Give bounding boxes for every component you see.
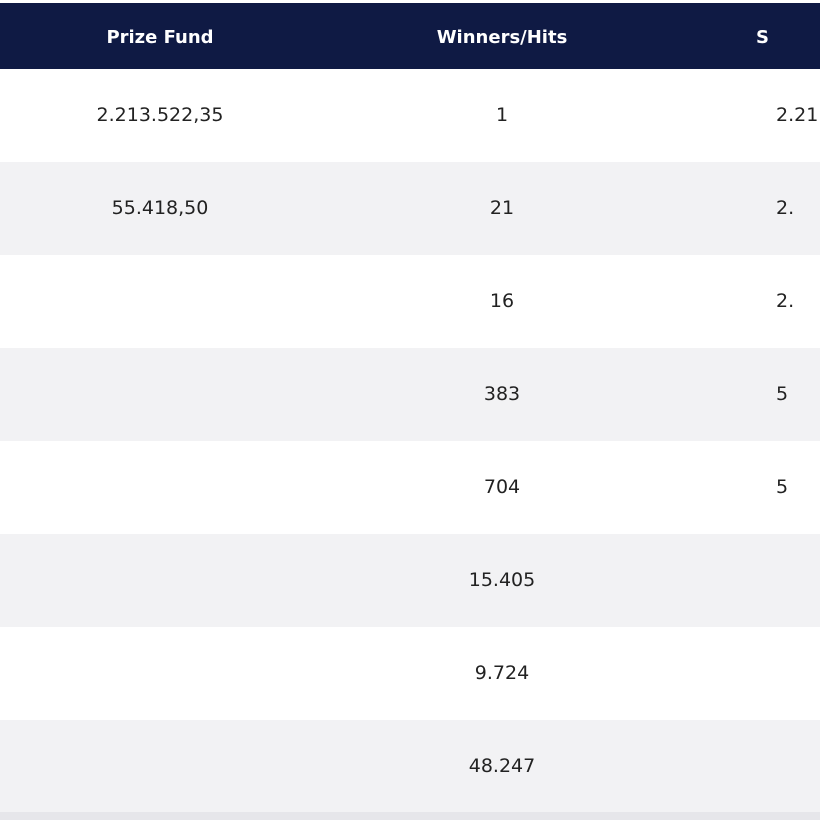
cell-winners: 383 — [483, 383, 521, 405]
cell-winners: 21 — [489, 197, 515, 219]
cell-share: 2.21 — [776, 104, 819, 126]
cell-prize-fund — [0, 441, 320, 534]
table-row: 48.247 — [0, 720, 820, 813]
table-row: 383 5 — [0, 348, 820, 441]
cell-share: 2. — [776, 197, 795, 219]
cell-prize-fund: 2.213.522,35 — [96, 104, 224, 126]
cell-share: 2. — [776, 290, 795, 312]
cell-winners: 48.247 — [468, 755, 536, 777]
cell-winners: 1 — [495, 104, 509, 126]
table-row: 15.405 — [0, 534, 820, 627]
cell-prize-fund — [0, 255, 320, 348]
table-header: Prize Fund Winners/Hits S — [0, 3, 820, 69]
table-row: 16 2. — [0, 255, 820, 348]
table-body: 2.213.522,35 1 2.21 55.418,50 21 2. 16 2… — [0, 69, 820, 820]
table-row: 55.418,50 21 2. — [0, 162, 820, 255]
cell-winners: 9.724 — [474, 662, 530, 684]
cell-winners: 16 — [489, 290, 515, 312]
cell-prize-fund: 55.418,50 — [111, 197, 209, 219]
header-winners-hits: Winners/Hits — [436, 27, 568, 48]
cell-share: 5 — [776, 383, 789, 405]
cell-prize-fund — [0, 534, 320, 627]
cell-prize-fund — [0, 720, 320, 813]
cell-share — [776, 534, 820, 627]
table-row: 9.724 — [0, 627, 820, 720]
table-row: 704 5 — [0, 441, 820, 534]
cell-winners: 15.405 — [468, 569, 536, 591]
cell-prize-fund — [0, 627, 320, 720]
table-row: 2.213.522,35 1 2.21 — [0, 69, 820, 162]
cell-share — [776, 627, 820, 720]
table-bottom-border — [0, 812, 820, 820]
cell-prize-fund — [0, 348, 320, 441]
header-share-partial: S — [756, 27, 769, 48]
header-prize-fund: Prize Fund — [106, 27, 214, 48]
cell-share: 5 — [776, 476, 789, 498]
cell-winners: 704 — [483, 476, 521, 498]
cell-share — [776, 720, 820, 813]
